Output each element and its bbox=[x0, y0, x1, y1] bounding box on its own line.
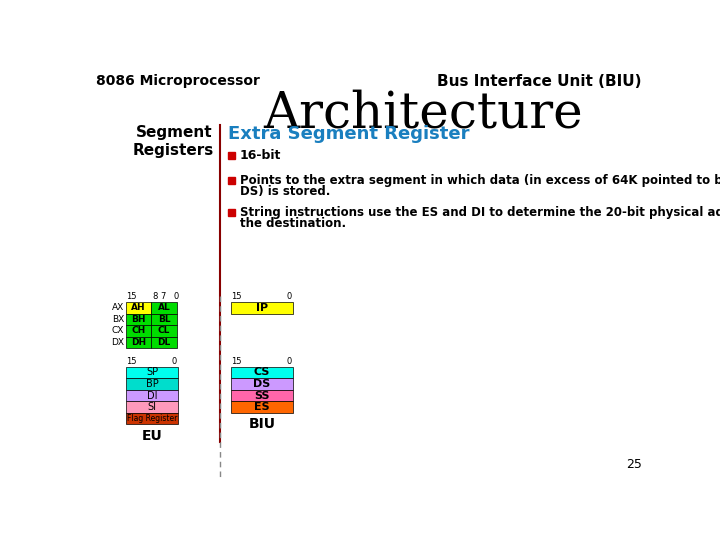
Bar bbox=[228, 209, 235, 216]
Text: DS) is stored.: DS) is stored. bbox=[240, 185, 330, 198]
Text: SS: SS bbox=[254, 390, 270, 401]
Text: DI: DI bbox=[147, 390, 157, 401]
Text: ES: ES bbox=[254, 402, 270, 412]
Text: String instructions use the ES and DI to determine the 20-bit physical address f: String instructions use the ES and DI to… bbox=[240, 206, 720, 219]
Bar bbox=[126, 336, 151, 348]
Text: 0: 0 bbox=[173, 292, 179, 301]
Bar bbox=[126, 302, 151, 314]
Text: EU: EU bbox=[142, 429, 163, 443]
Text: 15: 15 bbox=[231, 357, 241, 366]
Text: Architecture: Architecture bbox=[264, 90, 583, 139]
Text: CH: CH bbox=[131, 326, 145, 335]
Bar bbox=[228, 177, 235, 184]
Text: 15: 15 bbox=[127, 292, 137, 301]
Text: 0: 0 bbox=[287, 292, 292, 301]
Bar bbox=[231, 367, 293, 378]
Bar bbox=[126, 367, 179, 378]
Text: IP: IP bbox=[256, 303, 268, 313]
Text: DL: DL bbox=[158, 338, 171, 347]
Text: CL: CL bbox=[158, 326, 170, 335]
Text: Flag Register: Flag Register bbox=[127, 414, 177, 423]
Text: CX: CX bbox=[112, 326, 124, 335]
Bar bbox=[126, 413, 179, 424]
Text: CS: CS bbox=[254, 367, 270, 377]
Text: BX: BX bbox=[112, 315, 124, 324]
Bar bbox=[151, 325, 177, 336]
Text: 15: 15 bbox=[126, 357, 136, 366]
Text: Points to the extra segment in which data (in excess of 64K pointed to by the: Points to the extra segment in which dat… bbox=[240, 174, 720, 187]
Bar bbox=[231, 302, 293, 314]
Text: DX: DX bbox=[111, 338, 124, 347]
Bar bbox=[231, 378, 293, 390]
Bar bbox=[126, 325, 151, 336]
Text: AX: AX bbox=[112, 303, 124, 312]
Text: 0: 0 bbox=[171, 357, 177, 366]
Bar bbox=[151, 336, 177, 348]
Text: AL: AL bbox=[158, 303, 171, 312]
Text: BH: BH bbox=[131, 315, 145, 324]
Bar bbox=[126, 401, 179, 413]
Text: Extra Segment Register: Extra Segment Register bbox=[228, 125, 469, 143]
Text: 8086 Microprocessor: 8086 Microprocessor bbox=[96, 74, 260, 88]
Text: 8 7: 8 7 bbox=[153, 292, 166, 301]
Bar bbox=[126, 378, 179, 390]
Bar bbox=[151, 314, 177, 325]
Text: DH: DH bbox=[131, 338, 146, 347]
Text: 25: 25 bbox=[626, 458, 642, 471]
Bar bbox=[228, 152, 235, 159]
Text: 15: 15 bbox=[231, 292, 241, 301]
Text: Bus Interface Unit (BIU): Bus Interface Unit (BIU) bbox=[437, 74, 642, 89]
Text: BP: BP bbox=[145, 379, 158, 389]
Text: Segment
Registers: Segment Registers bbox=[133, 125, 215, 158]
Bar bbox=[231, 401, 293, 413]
Text: 16-bit: 16-bit bbox=[240, 149, 281, 162]
Bar bbox=[231, 390, 293, 401]
Text: DS: DS bbox=[253, 379, 271, 389]
Bar bbox=[126, 314, 151, 325]
Text: AH: AH bbox=[131, 303, 145, 312]
Text: SP: SP bbox=[146, 367, 158, 377]
Text: the destination.: the destination. bbox=[240, 217, 346, 230]
Text: BL: BL bbox=[158, 315, 171, 324]
Bar bbox=[151, 302, 177, 314]
Text: SI: SI bbox=[148, 402, 156, 412]
Bar bbox=[126, 390, 179, 401]
Text: 0: 0 bbox=[287, 357, 292, 366]
Text: BIU: BIU bbox=[248, 417, 276, 431]
